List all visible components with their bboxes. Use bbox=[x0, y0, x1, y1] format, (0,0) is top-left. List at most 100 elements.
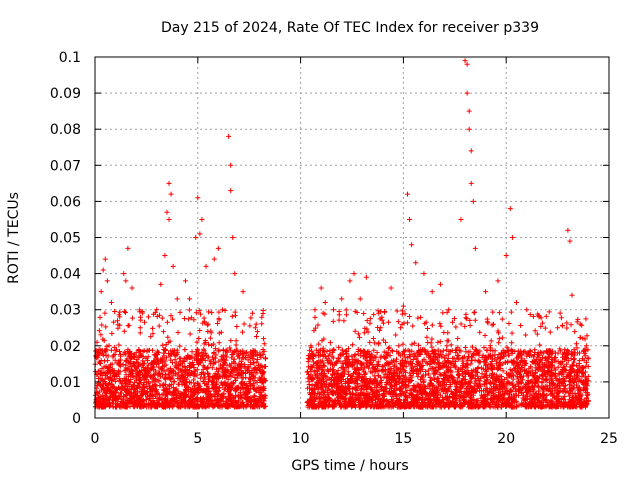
data-point bbox=[232, 360, 238, 366]
data-point bbox=[231, 356, 237, 362]
data-point bbox=[383, 339, 389, 345]
data-point bbox=[161, 381, 167, 387]
data-point bbox=[233, 347, 239, 353]
data-point bbox=[352, 358, 358, 364]
data-point bbox=[390, 394, 396, 400]
data-point bbox=[543, 376, 549, 382]
data-point bbox=[220, 362, 226, 368]
data-point bbox=[240, 355, 246, 361]
data-point bbox=[435, 347, 441, 353]
data-point bbox=[392, 382, 398, 388]
data-point bbox=[562, 399, 568, 405]
data-point bbox=[243, 375, 249, 381]
data-point bbox=[312, 396, 318, 402]
data-point bbox=[115, 318, 121, 324]
data-point bbox=[329, 380, 335, 386]
data-point bbox=[456, 372, 462, 378]
data-point bbox=[348, 372, 354, 378]
data-point bbox=[123, 362, 129, 368]
data-point bbox=[169, 381, 175, 387]
data-point bbox=[241, 362, 247, 368]
data-point bbox=[345, 346, 351, 352]
data-point bbox=[217, 404, 223, 410]
data-point bbox=[478, 395, 484, 401]
data-point bbox=[335, 356, 341, 362]
data-point bbox=[377, 381, 383, 387]
data-point bbox=[129, 399, 135, 405]
data-point bbox=[361, 391, 367, 397]
data-point bbox=[169, 360, 175, 366]
data-point bbox=[305, 400, 311, 406]
data-point bbox=[183, 388, 189, 394]
data-point bbox=[164, 319, 170, 325]
data-point bbox=[199, 352, 205, 358]
data-point bbox=[234, 323, 240, 329]
data-point bbox=[483, 401, 489, 407]
data-point bbox=[139, 362, 145, 368]
data-point bbox=[118, 395, 124, 401]
data-point bbox=[467, 323, 473, 329]
data-point bbox=[442, 358, 448, 364]
data-point bbox=[460, 360, 466, 366]
data-point bbox=[427, 374, 433, 380]
data-point bbox=[354, 388, 360, 394]
data-point bbox=[532, 404, 538, 410]
data-point bbox=[383, 355, 389, 361]
data-point bbox=[171, 379, 177, 385]
data-point bbox=[165, 334, 171, 340]
data-point bbox=[441, 370, 447, 376]
data-point bbox=[103, 363, 109, 369]
data-point bbox=[413, 385, 419, 391]
data-point bbox=[167, 365, 173, 371]
data-point bbox=[429, 322, 435, 328]
data-point bbox=[148, 386, 154, 392]
data-point bbox=[117, 322, 123, 328]
data-point bbox=[506, 321, 512, 327]
data-point bbox=[530, 373, 536, 379]
data-point bbox=[444, 309, 450, 315]
data-point bbox=[204, 365, 210, 371]
data-point bbox=[491, 379, 497, 385]
data-point bbox=[337, 376, 343, 382]
data-point bbox=[333, 401, 339, 407]
data-point bbox=[209, 310, 215, 316]
data-point bbox=[501, 397, 507, 403]
data-point bbox=[336, 309, 342, 315]
data-point bbox=[499, 404, 505, 410]
data-point bbox=[365, 392, 371, 398]
data-point bbox=[245, 398, 251, 404]
data-point bbox=[149, 373, 155, 379]
data-point bbox=[370, 391, 376, 397]
data-point bbox=[407, 313, 413, 319]
data-point bbox=[177, 309, 183, 315]
data-point bbox=[471, 310, 477, 316]
data-point bbox=[229, 313, 235, 319]
data-point bbox=[128, 377, 134, 383]
data-point bbox=[162, 372, 168, 378]
data-point bbox=[585, 364, 591, 370]
data-point bbox=[149, 388, 155, 394]
data-point bbox=[415, 315, 421, 321]
data-point bbox=[315, 366, 321, 372]
data-point bbox=[414, 366, 420, 372]
data-point bbox=[546, 369, 552, 375]
data-point bbox=[120, 378, 126, 384]
data-point bbox=[325, 360, 331, 366]
data-point bbox=[123, 357, 129, 363]
data-point bbox=[469, 375, 475, 381]
data-point bbox=[491, 396, 497, 402]
data-point bbox=[153, 355, 159, 361]
data-point bbox=[254, 329, 260, 335]
data-point bbox=[243, 350, 249, 356]
data-point bbox=[478, 375, 484, 381]
data-point bbox=[144, 383, 150, 389]
data-point bbox=[429, 390, 435, 396]
data-point bbox=[244, 368, 250, 374]
data-point bbox=[555, 359, 561, 365]
data-point bbox=[322, 394, 328, 400]
data-point bbox=[261, 404, 267, 410]
data-point bbox=[469, 344, 475, 350]
data-point bbox=[424, 334, 430, 340]
data-point bbox=[143, 397, 149, 403]
data-point bbox=[160, 342, 166, 348]
